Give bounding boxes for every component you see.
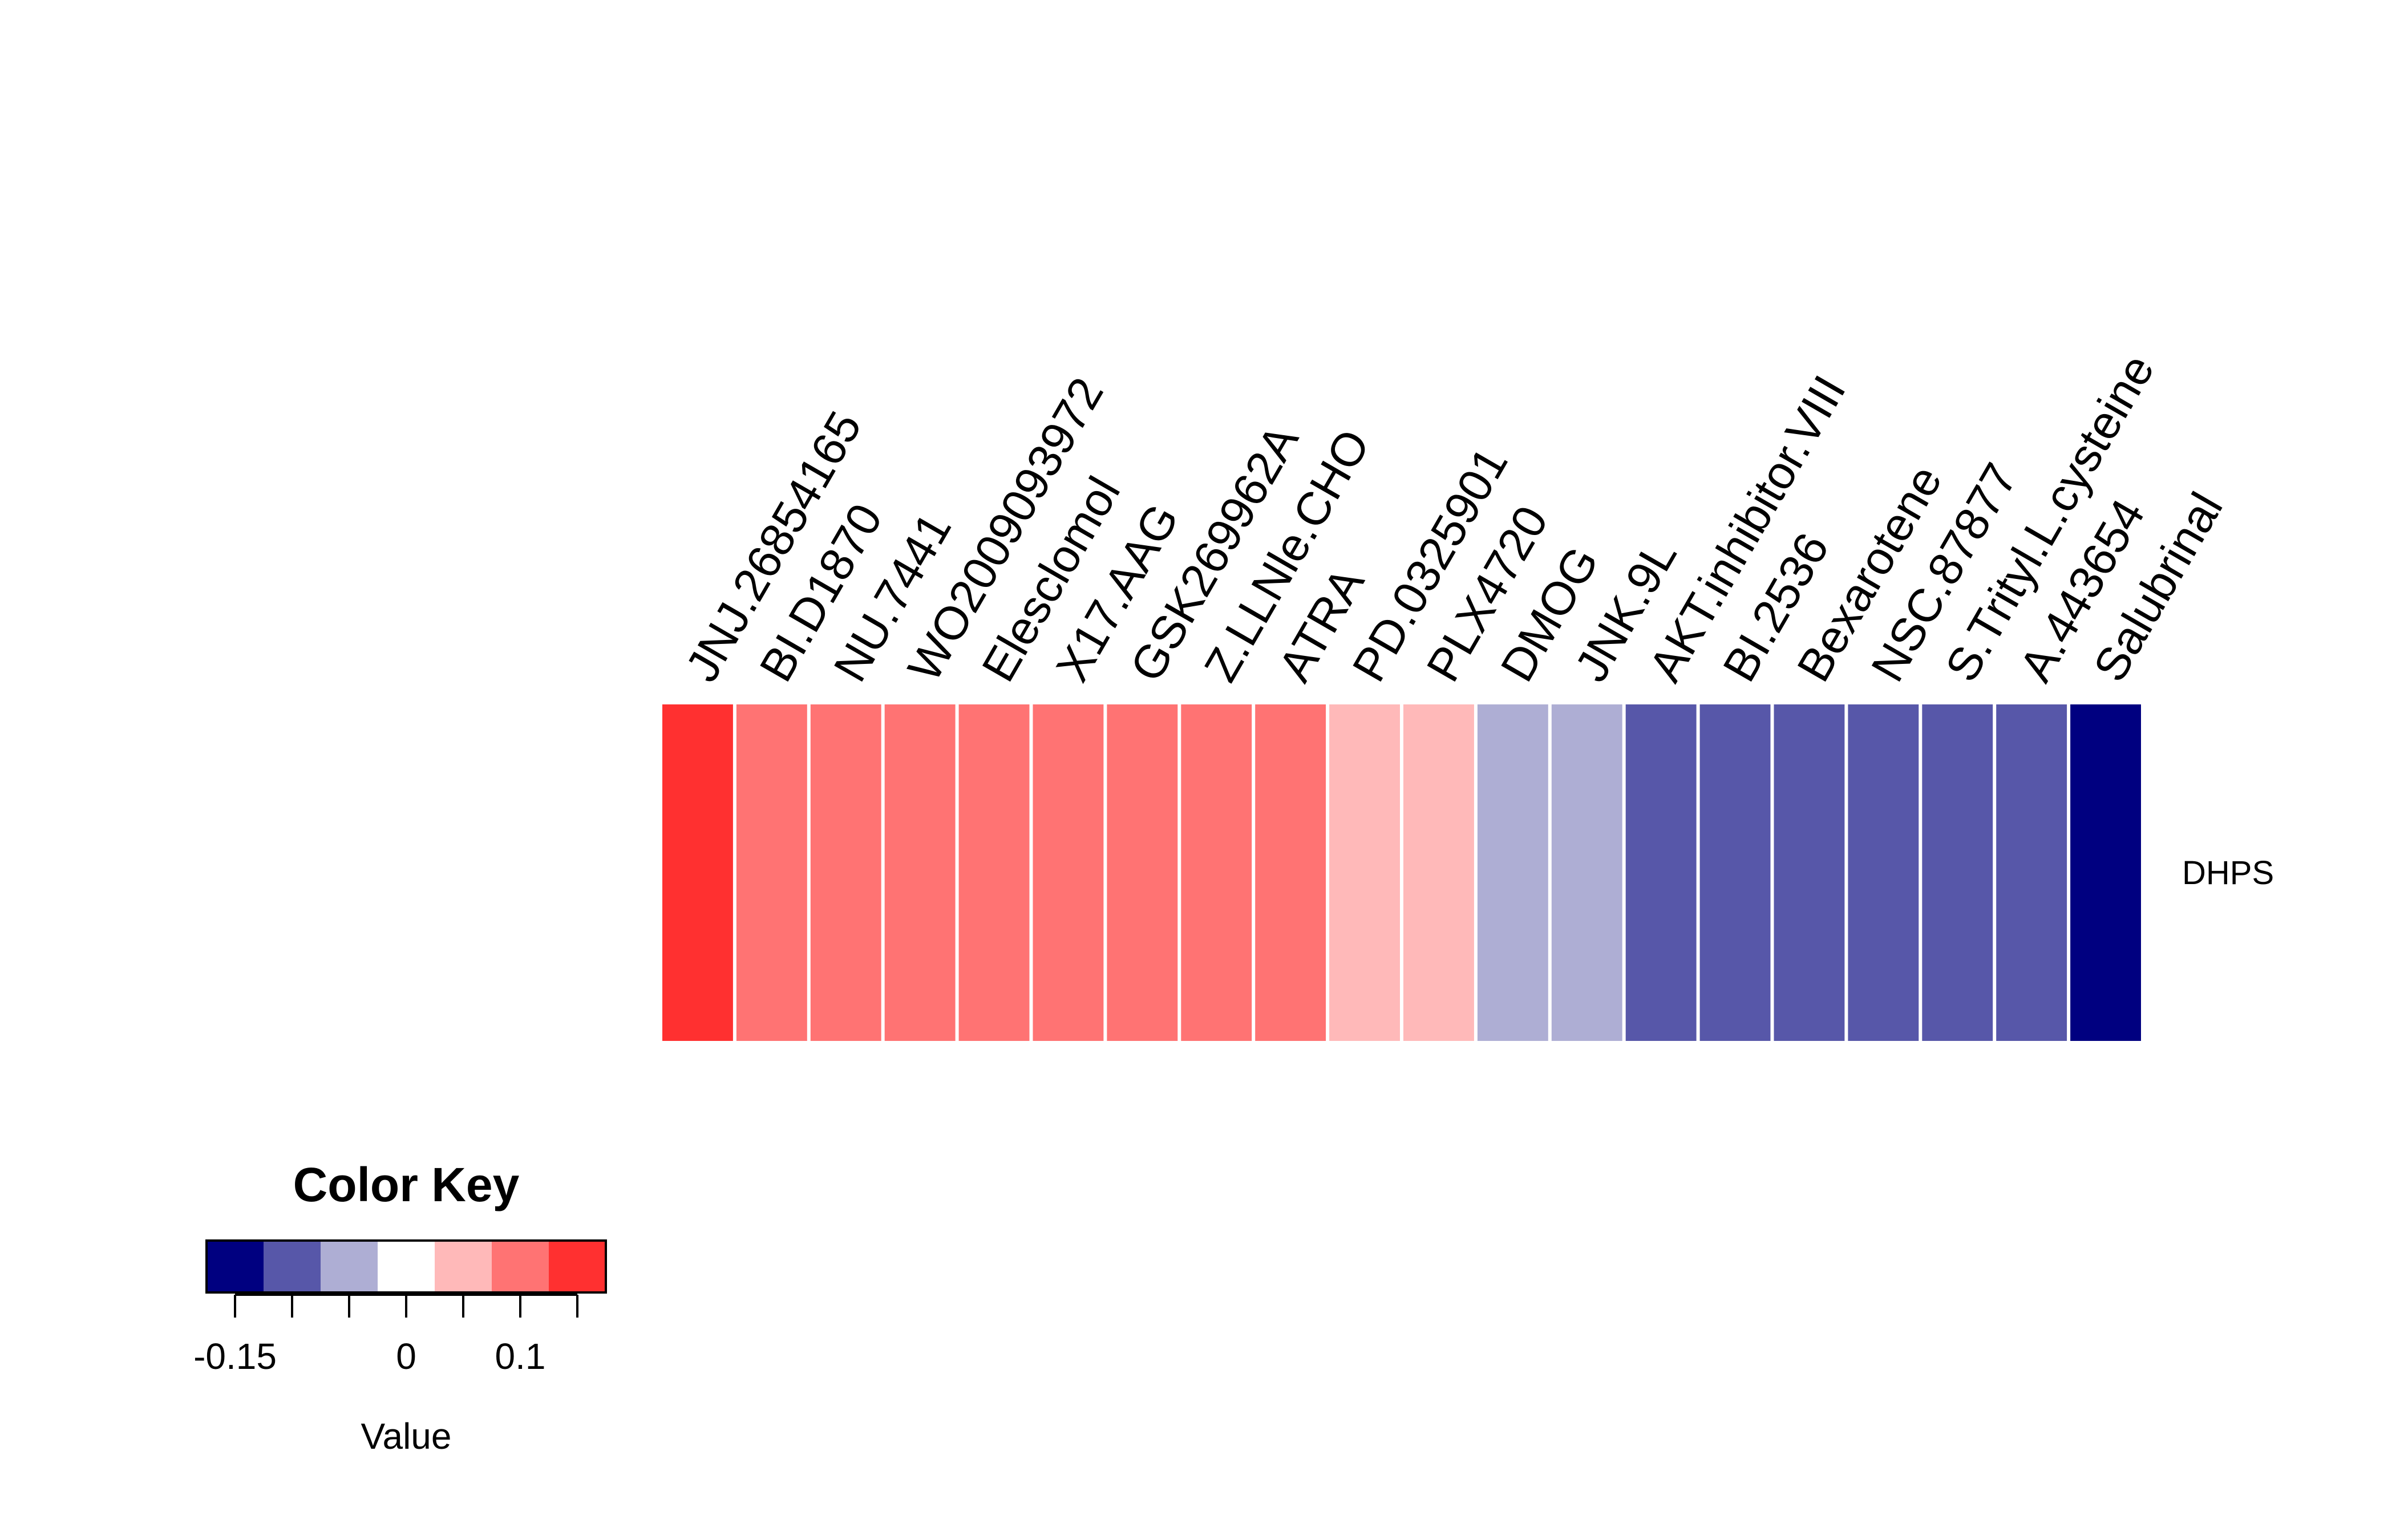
color-key-bin (378, 1241, 435, 1292)
heatmap-cell (1403, 704, 1474, 1041)
heatmap-cell (1625, 704, 1697, 1041)
color-key-bin (207, 1241, 264, 1292)
heatmap-cell (1477, 704, 1548, 1041)
heatmap-cell (1181, 704, 1252, 1041)
color-key-border (205, 1239, 607, 1294)
heatmap-cells (662, 704, 2141, 1041)
color-key-bin (549, 1241, 606, 1292)
color-key-bins (207, 1241, 606, 1292)
heatmap-cell (1033, 704, 1104, 1041)
heatmap-cell (1848, 704, 1919, 1041)
color-key-ticks: -0.15 0 0.1 (193, 1294, 578, 1377)
heatmap-cell (958, 704, 1030, 1041)
heatmap-cell (1774, 704, 1845, 1041)
color-key-tick-label: 0 (396, 1336, 416, 1377)
heatmap-cell (1699, 704, 1771, 1041)
column-labels: JNJ.26854165BI.D1870NU.7441WO2009093972E… (676, 346, 2233, 690)
heatmap-cell (1551, 704, 1622, 1041)
heatmap-cell (810, 704, 881, 1041)
color-key: Color Key -0.15 0 0.1 Value (193, 1158, 607, 1457)
row-labels: DHPS (2182, 854, 2274, 891)
color-key-bin (435, 1241, 492, 1292)
row-label: DHPS (2182, 854, 2274, 891)
heatmap-cell (1107, 704, 1178, 1041)
heatmap-cell (2070, 704, 2141, 1041)
color-key-tick-label: -0.15 (193, 1336, 277, 1377)
heatmap-cell (1922, 704, 1993, 1041)
color-key-xlabel: Value (361, 1416, 452, 1457)
heatmap-cell (1255, 704, 1326, 1041)
color-key-bin (492, 1241, 549, 1292)
color-key-bin (321, 1241, 378, 1292)
heatmap-cell (1329, 704, 1400, 1041)
heatmap-cell (884, 704, 956, 1041)
heatmap-cell (736, 704, 807, 1041)
color-key-tick-label: 0.1 (495, 1336, 546, 1377)
color-key-title: Color Key (293, 1158, 520, 1211)
heatmap-cell (1996, 704, 2067, 1041)
color-key-bin (264, 1241, 321, 1292)
heatmap-cell (662, 704, 733, 1041)
